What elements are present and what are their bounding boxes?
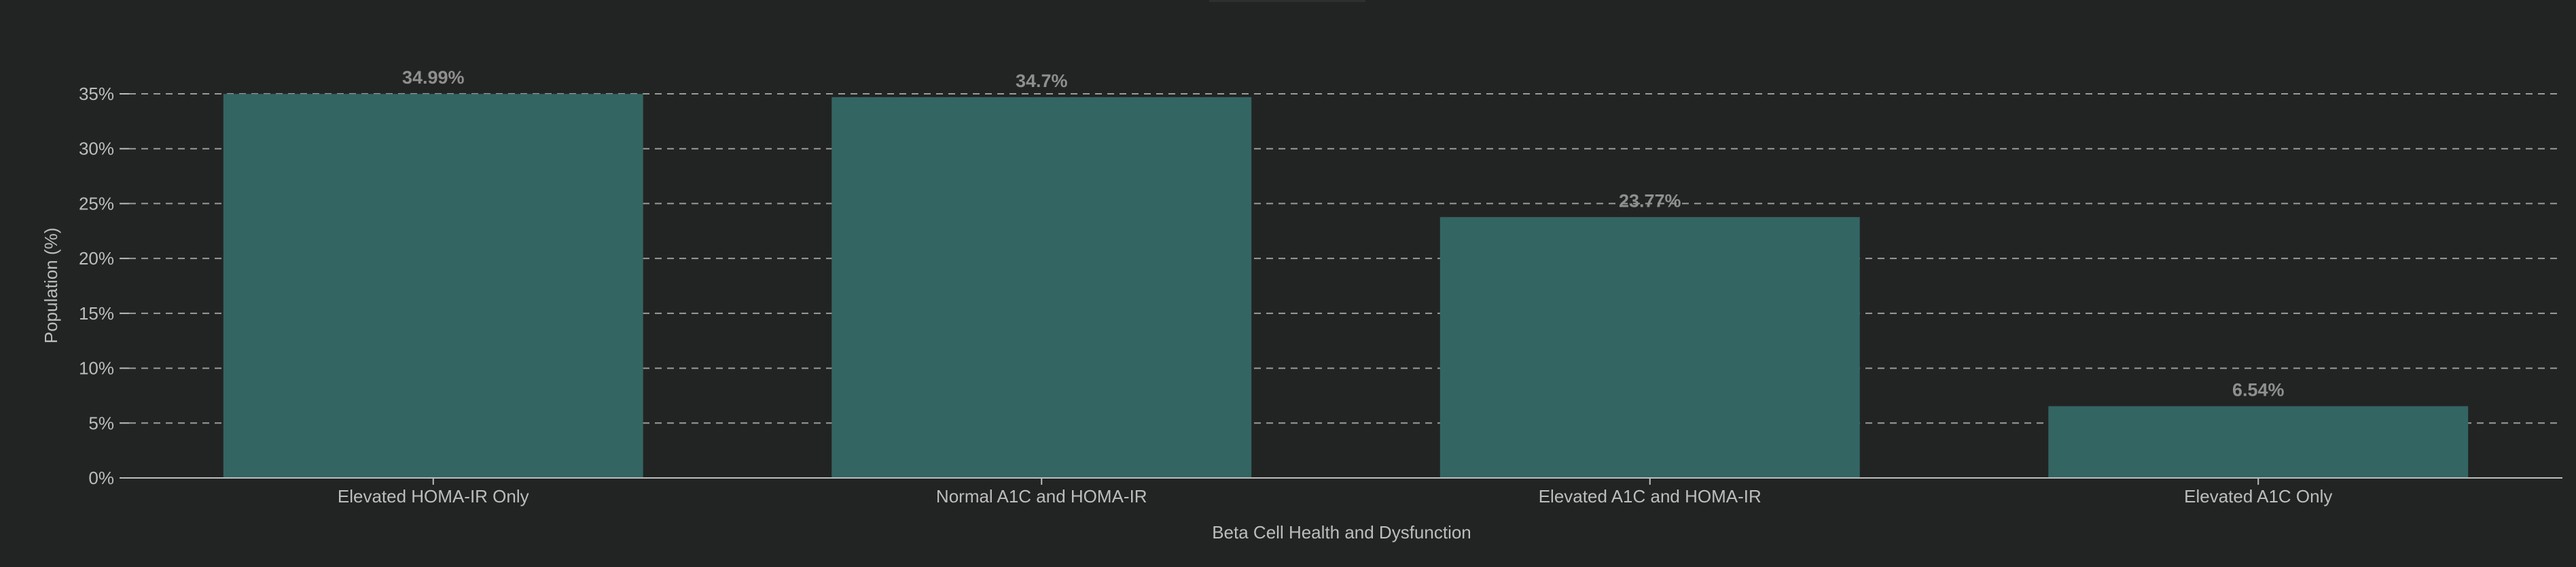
- bar[interactable]: [223, 94, 643, 478]
- y-tick-label: 5%: [88, 413, 114, 433]
- bar-data-label: 34.7%: [1016, 71, 1068, 91]
- x-category-label: Elevated A1C and HOMA-IR: [1539, 486, 1761, 506]
- top-accent-line: [1209, 0, 1365, 2]
- y-tick-label: 20%: [79, 248, 114, 269]
- y-tick-label: 15%: [79, 303, 114, 324]
- bar-data-label: 6.54%: [2232, 379, 2285, 400]
- bar-data-label: 34.99%: [402, 67, 465, 88]
- y-tick-label: 0%: [88, 468, 114, 488]
- axes: [120, 93, 2562, 485]
- y-axis-title: Population (%): [41, 228, 61, 344]
- x-category-label: Elevated A1C Only: [2184, 486, 2332, 506]
- labels: 0% 5% 10% 15% 20% 25% 30% 35% 34.99% Elevated HOM…: [79, 67, 2332, 506]
- y-tick-label: 10%: [79, 358, 114, 379]
- bar[interactable]: [831, 97, 1252, 479]
- x-axis-title: Beta Cell Health and Dysfunction: [1212, 522, 1471, 543]
- bar-data-label: 23.77%: [1619, 190, 1681, 211]
- bar[interactable]: [1439, 217, 1860, 478]
- x-category-label: Normal A1C and HOMA-IR: [936, 486, 1147, 506]
- y-tick-label: 25%: [79, 193, 114, 213]
- y-tick-label: 30%: [79, 139, 114, 159]
- bars: [223, 94, 2469, 479]
- x-category-label: Elevated HOMA-IR Only: [338, 486, 529, 506]
- bar[interactable]: [2048, 406, 2469, 478]
- y-tick-label: 35%: [79, 84, 114, 104]
